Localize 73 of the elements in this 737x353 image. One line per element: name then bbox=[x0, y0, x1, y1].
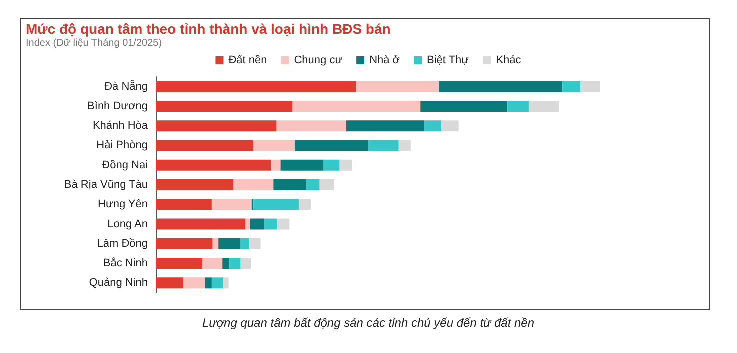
bar bbox=[156, 218, 246, 230]
bar bbox=[240, 258, 252, 270]
bar bbox=[156, 160, 271, 171]
bar bbox=[156, 278, 184, 289]
y-tick-label: Bình Dương bbox=[88, 100, 148, 112]
bar bbox=[420, 100, 508, 112]
bar bbox=[156, 258, 203, 270]
y-tick-label: Đồng Nai bbox=[102, 159, 148, 172]
bar bbox=[439, 81, 563, 92]
bar bbox=[324, 160, 340, 171]
bar bbox=[340, 160, 352, 171]
bar bbox=[424, 120, 442, 132]
bar bbox=[292, 100, 421, 112]
bar bbox=[346, 120, 424, 132]
legend-label: Biệt Thự bbox=[427, 54, 470, 66]
bar bbox=[298, 199, 311, 210]
bar bbox=[184, 278, 206, 289]
bar bbox=[156, 180, 234, 190]
legend-label: Khác bbox=[496, 54, 522, 66]
legend-label: Nhà ở bbox=[370, 54, 400, 66]
bar bbox=[356, 81, 440, 92]
bar bbox=[212, 199, 252, 210]
bar bbox=[212, 238, 219, 250]
bar bbox=[264, 218, 278, 230]
bar bbox=[156, 81, 356, 92]
bar bbox=[156, 238, 213, 250]
legend-label: Đất nền bbox=[228, 54, 268, 66]
bar bbox=[368, 140, 399, 152]
bar bbox=[274, 180, 306, 190]
y-tick-label: Hưng Yên bbox=[98, 198, 148, 211]
y-tick-label: Hải Phòng bbox=[96, 140, 148, 152]
bar bbox=[320, 180, 334, 190]
bar bbox=[280, 160, 324, 171]
bar bbox=[246, 218, 250, 230]
bar bbox=[234, 180, 274, 190]
bar bbox=[528, 100, 560, 112]
y-tick-label: Quảng Ninh bbox=[89, 277, 148, 290]
bar bbox=[306, 180, 320, 190]
bar bbox=[218, 238, 241, 250]
bar bbox=[156, 140, 254, 152]
bar bbox=[441, 120, 459, 132]
bar bbox=[508, 100, 529, 112]
bar bbox=[202, 258, 223, 270]
chart-title: Mức độ quan tâm theo tỉnh thành và loại hình BĐS bán bbox=[26, 21, 391, 37]
bar bbox=[222, 258, 230, 270]
bar bbox=[580, 81, 600, 92]
y-tick-label: Long An bbox=[108, 218, 148, 230]
y-tick-label: Đà Nẵng bbox=[104, 80, 148, 93]
text: Lượng quan tâm bất động sản các tỉnh chủ yếu đến từ đất nền bbox=[201, 316, 536, 330]
y-tick-label: Lâm Đồng bbox=[97, 238, 148, 250]
bar bbox=[223, 278, 229, 289]
legend-label: Chung cư bbox=[294, 54, 344, 66]
bar bbox=[398, 140, 411, 152]
bar bbox=[254, 199, 299, 210]
bar bbox=[276, 120, 346, 132]
y-tick-label: Bắc Ninh bbox=[103, 256, 148, 270]
bar bbox=[250, 218, 265, 230]
bar bbox=[156, 199, 212, 210]
bar bbox=[205, 278, 212, 289]
bar bbox=[270, 160, 281, 171]
bar bbox=[156, 120, 277, 132]
bar bbox=[254, 140, 295, 152]
bar bbox=[230, 258, 241, 270]
bar bbox=[212, 278, 224, 289]
bar bbox=[240, 238, 250, 250]
bar bbox=[250, 238, 261, 250]
bar bbox=[278, 218, 290, 230]
bar bbox=[294, 140, 368, 152]
chart-subtitle: Index (Dữ liệu Tháng 01/2025) bbox=[26, 38, 162, 49]
y-tick-label: Khánh Hòa bbox=[92, 120, 149, 132]
bar bbox=[562, 81, 580, 92]
bar bbox=[156, 100, 293, 112]
y-tick-label: Bà Rịa Vũng Tàu bbox=[64, 179, 148, 191]
